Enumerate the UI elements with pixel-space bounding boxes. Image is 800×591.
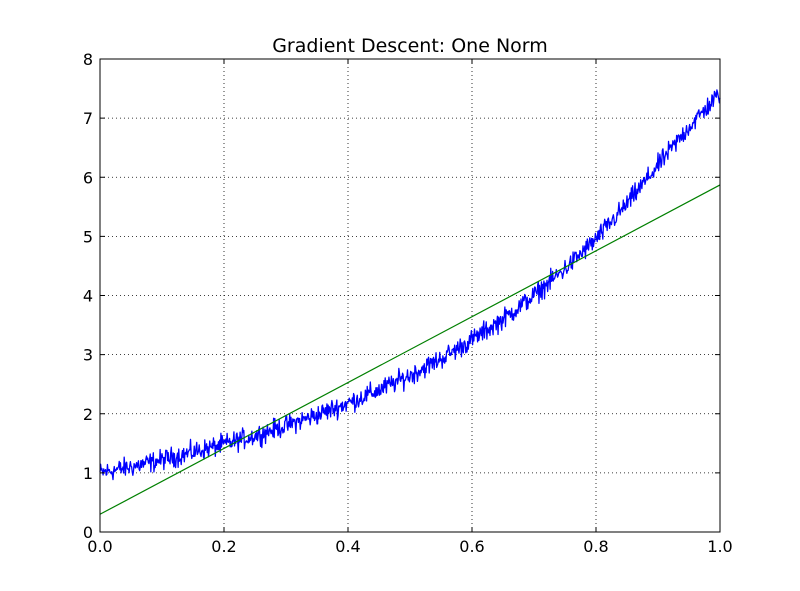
x-tick-label: 0.6 xyxy=(459,537,484,556)
y-tick-label: 3 xyxy=(83,346,93,365)
series-line-2 xyxy=(99,184,721,515)
x-tick-label: 0.8 xyxy=(583,537,608,556)
axis-ticks: 0.0 0.2 0.4 0.6 0.8 1.0 0 1 2 3 4 5 6 7 8 xyxy=(83,50,733,556)
y-tick-label: 5 xyxy=(83,227,93,246)
x-tick-label: 1.0 xyxy=(707,537,732,556)
y-tick-label: 8 xyxy=(83,50,93,69)
y-tick-label: 7 xyxy=(83,109,93,128)
y-tick-label: 0 xyxy=(83,523,93,542)
x-tick-label: 0.2 xyxy=(211,537,236,556)
x-tick-label: 0.0 xyxy=(87,537,112,556)
series-line-1 xyxy=(99,89,721,481)
y-tick-label: 6 xyxy=(83,168,93,187)
y-tick-label: 4 xyxy=(83,287,93,306)
series-group xyxy=(99,89,721,515)
chart-title: Gradient Descent: One Norm xyxy=(272,35,548,57)
y-tick-label: 1 xyxy=(83,464,93,483)
y-tick-label: 2 xyxy=(83,405,93,424)
x-tick-label: 0.4 xyxy=(335,537,360,556)
grid xyxy=(100,59,720,532)
